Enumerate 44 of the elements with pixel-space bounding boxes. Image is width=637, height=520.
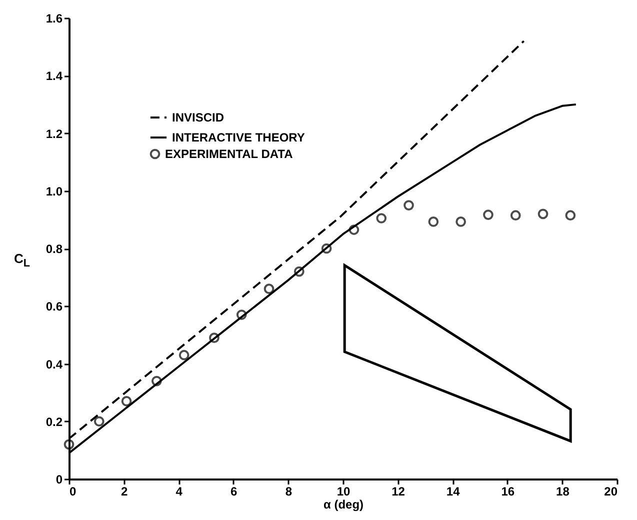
- y-tick-label: 0.6: [46, 300, 63, 314]
- point: [264, 284, 274, 294]
- y-tick-label: 0: [56, 472, 63, 486]
- x-tick-label: 18: [556, 484, 570, 498]
- x-tick-label: 8: [285, 484, 292, 498]
- point: [538, 208, 548, 220]
- point: [236, 310, 247, 320]
- point: [94, 416, 104, 427]
- point: [64, 439, 74, 450]
- point: [510, 210, 521, 221]
- x-tick-label: 4: [176, 484, 183, 498]
- point: [348, 224, 360, 235]
- x-tick-label: 2: [120, 484, 128, 498]
- x-tick-label: 12: [392, 484, 406, 498]
- y-tick-label: 1.0: [46, 184, 63, 198]
- x-tick-label: 14: [446, 484, 460, 498]
- legend-label: INVISCID: [172, 110, 224, 124]
- x-tick-label: 16: [501, 484, 515, 498]
- point: [456, 216, 466, 227]
- y-tick-label: 1.6: [46, 12, 63, 26]
- point: [209, 332, 220, 343]
- point: [151, 376, 162, 386]
- x-tick-label: 10: [336, 484, 350, 498]
- point: [178, 350, 190, 360]
- y-tick-label: 1.2: [46, 126, 63, 141]
- legend-label: EXPERIMENTAL DATA: [165, 147, 294, 161]
- point: [376, 213, 387, 224]
- y-tick-label: 0.8: [46, 242, 63, 256]
- point: [404, 200, 414, 210]
- x-tick-label: 20: [604, 484, 618, 498]
- point: [321, 243, 332, 254]
- point: [294, 266, 304, 277]
- point: [565, 210, 576, 221]
- x-axis-title: α (deg): [323, 498, 364, 512]
- y-axis-title: C$_{L}$: [14, 250, 30, 270]
- y-tick-label: 0.4: [46, 357, 63, 372]
- x-tick-label: 6: [230, 484, 238, 498]
- y-tick-label: 1.4: [46, 69, 63, 84]
- y-tick-label: 0.2: [46, 414, 63, 429]
- point: [121, 396, 132, 406]
- x-tick-label: 0: [70, 484, 76, 498]
- point: [428, 216, 439, 227]
- legend-label: INTERACTIVE THEORY: [172, 130, 305, 144]
- point: [483, 210, 494, 220]
